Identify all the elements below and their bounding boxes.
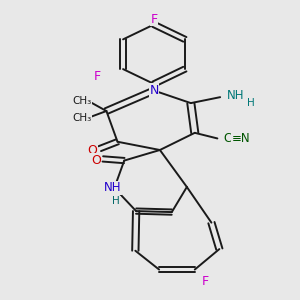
Text: F: F bbox=[150, 13, 158, 26]
Text: NH: NH bbox=[103, 182, 121, 194]
Text: H: H bbox=[247, 98, 255, 108]
Text: CH₃: CH₃ bbox=[72, 96, 91, 106]
Text: H: H bbox=[112, 196, 120, 206]
Text: N: N bbox=[149, 84, 159, 97]
Text: NH: NH bbox=[227, 89, 245, 102]
Text: O: O bbox=[91, 154, 100, 167]
Text: O: O bbox=[88, 144, 98, 157]
Text: CH₃: CH₃ bbox=[72, 112, 91, 123]
Text: ≡N: ≡N bbox=[232, 132, 251, 145]
Text: F: F bbox=[93, 70, 100, 83]
Text: C: C bbox=[223, 132, 232, 145]
Text: F: F bbox=[202, 274, 209, 288]
